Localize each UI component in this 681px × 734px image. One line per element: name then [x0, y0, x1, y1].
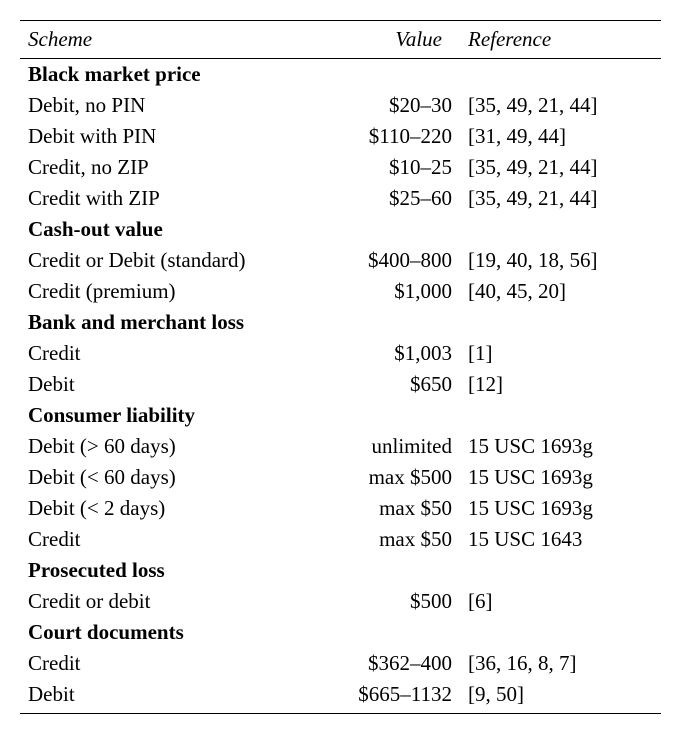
table-body: Black market priceDebit, no PIN$20–30[35… — [20, 59, 661, 714]
cell-scheme: Credit — [20, 648, 320, 679]
table-row: Credit with ZIP$25–60[35, 49, 21, 44] — [20, 183, 661, 214]
cell-scheme: Credit with ZIP — [20, 183, 320, 214]
table-row: Debit with PIN$110–220[31, 49, 44] — [20, 121, 661, 152]
section-row: Black market price — [20, 59, 661, 91]
cell-reference: 15 USC 1693g — [460, 493, 661, 524]
table-row: Debit, no PIN$20–30[35, 49, 21, 44] — [20, 90, 661, 121]
cell-scheme: Debit (> 60 days) — [20, 431, 320, 462]
cell-scheme: Debit with PIN — [20, 121, 320, 152]
table-row: Creditmax $5015 USC 1643 — [20, 524, 661, 555]
cell-reference: [35, 49, 21, 44] — [460, 183, 661, 214]
cell-value: unlimited — [320, 431, 460, 462]
section-title: Court documents — [20, 617, 661, 648]
cell-scheme: Debit, no PIN — [20, 90, 320, 121]
cell-value: $20–30 — [320, 90, 460, 121]
table-row: Credit$1,003[1] — [20, 338, 661, 369]
cell-reference: [9, 50] — [460, 679, 661, 714]
cell-value: max $50 — [320, 524, 460, 555]
cell-value: $650 — [320, 369, 460, 400]
cell-scheme: Debit (< 60 days) — [20, 462, 320, 493]
cell-scheme: Credit or Debit (standard) — [20, 245, 320, 276]
cell-scheme: Credit — [20, 524, 320, 555]
cell-reference: [6] — [460, 586, 661, 617]
cell-value: $110–220 — [320, 121, 460, 152]
cell-value: max $500 — [320, 462, 460, 493]
cell-value: $1,003 — [320, 338, 460, 369]
cell-value: $362–400 — [320, 648, 460, 679]
cell-reference: [35, 49, 21, 44] — [460, 152, 661, 183]
section-title: Black market price — [20, 59, 661, 91]
table-row: Debit (> 60 days)unlimited15 USC 1693g — [20, 431, 661, 462]
cell-value: $500 — [320, 586, 460, 617]
header-reference: Reference — [460, 21, 661, 59]
cell-scheme: Debit (< 2 days) — [20, 493, 320, 524]
cell-reference: [31, 49, 44] — [460, 121, 661, 152]
cell-scheme: Credit — [20, 338, 320, 369]
cell-scheme: Credit or debit — [20, 586, 320, 617]
header-scheme: Scheme — [20, 21, 320, 59]
table-row: Credit, no ZIP$10–25[35, 49, 21, 44] — [20, 152, 661, 183]
cell-reference: [12] — [460, 369, 661, 400]
cell-reference: 15 USC 1693g — [460, 462, 661, 493]
section-row: Bank and merchant loss — [20, 307, 661, 338]
section-title: Bank and merchant loss — [20, 307, 661, 338]
cell-value: $10–25 — [320, 152, 460, 183]
card-value-table: Scheme Value Reference Black market pric… — [20, 20, 661, 714]
section-row: Consumer liability — [20, 400, 661, 431]
cell-value: $400–800 — [320, 245, 460, 276]
cell-reference: [36, 16, 8, 7] — [460, 648, 661, 679]
section-title: Prosecuted loss — [20, 555, 661, 586]
table-row: Credit or Debit (standard)$400–800[19, 4… — [20, 245, 661, 276]
table-header-row: Scheme Value Reference — [20, 21, 661, 59]
cell-value: $1,000 — [320, 276, 460, 307]
cell-scheme: Debit — [20, 369, 320, 400]
cell-scheme: Credit (premium) — [20, 276, 320, 307]
cell-reference: [19, 40, 18, 56] — [460, 245, 661, 276]
table-row: Debit (< 2 days)max $5015 USC 1693g — [20, 493, 661, 524]
cell-value: $665–1132 — [320, 679, 460, 714]
cell-reference: [35, 49, 21, 44] — [460, 90, 661, 121]
table-row: Debit$665–1132[9, 50] — [20, 679, 661, 714]
cell-reference: [40, 45, 20] — [460, 276, 661, 307]
cell-value: $25–60 — [320, 183, 460, 214]
cell-reference: [1] — [460, 338, 661, 369]
cell-reference: 15 USC 1643 — [460, 524, 661, 555]
section-row: Cash-out value — [20, 214, 661, 245]
table-row: Credit or debit$500[6] — [20, 586, 661, 617]
cell-reference: 15 USC 1693g — [460, 431, 661, 462]
section-title: Consumer liability — [20, 400, 661, 431]
section-title: Cash-out value — [20, 214, 661, 245]
section-row: Prosecuted loss — [20, 555, 661, 586]
table-row: Credit$362–400[36, 16, 8, 7] — [20, 648, 661, 679]
table-row: Debit (< 60 days)max $50015 USC 1693g — [20, 462, 661, 493]
header-value: Value — [320, 21, 460, 59]
cell-scheme: Credit, no ZIP — [20, 152, 320, 183]
cell-scheme: Debit — [20, 679, 320, 714]
cell-value: max $50 — [320, 493, 460, 524]
section-row: Court documents — [20, 617, 661, 648]
table-row: Debit$650[12] — [20, 369, 661, 400]
table-row: Credit (premium)$1,000[40, 45, 20] — [20, 276, 661, 307]
